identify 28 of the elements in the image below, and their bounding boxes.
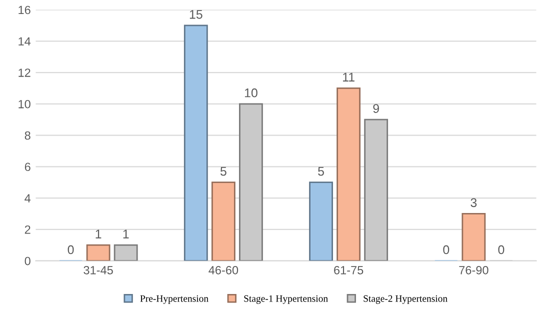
y-tick-label: 8 [24,131,30,140]
legend-label: Pre-Hypertension [140,295,208,304]
data-label: 5 [318,166,324,176]
data-label: 0 [443,245,450,254]
y-tick-label: 2 [24,225,30,234]
x-tick-label: 61-75 [334,266,364,274]
data-label: 0 [68,245,74,254]
x-tick-label: 76-90 [459,266,488,274]
y-tick-label: 0 [24,256,30,266]
y-tick-label: 6 [24,162,30,172]
y-tick-label: 12 [18,68,30,77]
y-tick-label: 10 [18,100,30,108]
data-label: 3 [470,198,477,208]
x-tick-label: 46-60 [208,266,238,274]
y-tick-label: 16 [18,6,30,14]
data-label: 0 [498,245,504,254]
y-tick-label: 4 [24,194,31,202]
data-label: 11 [343,72,354,82]
data-label: 1 [96,230,102,238]
data-label: 5 [220,166,226,176]
y-tick-label: 14 [18,37,31,46]
data-label: 15 [190,10,202,19]
data-label: 9 [373,104,379,113]
legend-label: Stage-1 Hypertension [244,295,328,304]
legend-label: Stage-2 Hypertension [364,295,448,304]
data-label: 10 [244,88,258,98]
x-tick-label: 31-45 [84,266,113,274]
data-label: 1 [123,230,129,238]
